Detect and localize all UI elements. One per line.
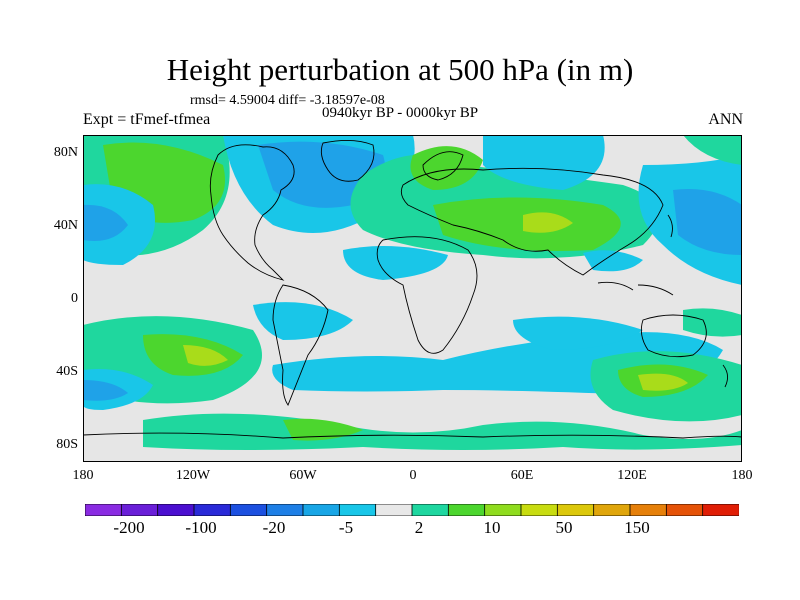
contour-north-pacific-east-core — [673, 189, 742, 255]
lon-label-120w: 120W — [175, 468, 211, 483]
colorbar-box — [193, 504, 232, 516]
lon-label-120e: 120E — [617, 468, 647, 483]
map-panel — [83, 135, 742, 462]
lon-label-180-west: 180 — [72, 468, 94, 483]
coastline-eurasia — [400, 167, 664, 276]
colorbar-box — [556, 504, 595, 516]
contour-southern-ocean-west-core — [83, 380, 128, 401]
lon-label-60e: 60E — [510, 468, 534, 483]
contour-north-pacific-west-core — [83, 204, 128, 241]
colorbar-label: 2 — [414, 518, 424, 537]
coastline-south-america — [272, 284, 329, 406]
colorbar-label: 10 — [483, 518, 501, 537]
lon-label-180-east: 180 — [731, 468, 753, 483]
coastline-africa — [376, 236, 478, 354]
contour-tropical-atlantic-negative — [343, 246, 448, 280]
contour-antarctic-core — [283, 418, 363, 441]
contour-south-pacific-peak — [183, 345, 228, 366]
contour-siberia-negative — [483, 135, 605, 190]
colorbar-box — [593, 504, 631, 516]
colorbar-box — [157, 504, 195, 516]
colorbar-box — [629, 504, 668, 516]
contour-scandinavia-positive — [410, 146, 483, 190]
lat-label-80s: 80S — [56, 437, 78, 452]
colorbar-label: -200 — [113, 518, 145, 537]
colorbar-box — [484, 504, 522, 516]
coastline-greenland — [320, 140, 375, 182]
colorbar-box — [266, 504, 304, 516]
coastline-japan — [667, 214, 673, 238]
contour-tropical-asia-negative — [583, 250, 643, 272]
rmsd-diff-label: rmsd= 4.59004 diff= -3.18597e-08 — [190, 93, 385, 108]
plot-title: Height perturbation at 500 hPa (in m) — [166, 52, 634, 87]
colorbar-box — [411, 504, 450, 516]
colorbar-box — [120, 504, 159, 516]
colorbar-label: -100 — [185, 518, 217, 537]
contour-south-indian-peak — [638, 373, 688, 391]
coastline-antarctica — [83, 432, 742, 439]
coastline-new-zealand — [722, 364, 728, 388]
lat-label-80n: 80N — [53, 145, 78, 160]
coastline-scandinavia — [422, 151, 464, 181]
colorbar-label: -5 — [338, 518, 354, 537]
lat-label-0: 0 — [71, 291, 78, 306]
map-frame — [83, 135, 742, 462]
experiment-label: Expt = tFmef-tfmea — [83, 111, 211, 128]
colorbar-box — [447, 504, 486, 516]
colorbar-label: 50 — [555, 518, 573, 537]
lat-label-40s: 40S — [56, 364, 78, 379]
coastlines — [83, 140, 742, 439]
colorbar-box — [702, 504, 739, 516]
period-label: 0940kyr BP - 0000kyr BP — [322, 105, 479, 121]
colorbar-label: -20 — [262, 518, 286, 537]
contour-arctic-east-positive — [683, 135, 742, 165]
colorbar-label: 150 — [624, 518, 650, 537]
coastline-australia — [640, 314, 707, 358]
colorbar-box — [520, 504, 559, 516]
colorbar-box — [229, 504, 268, 516]
colorbar-box — [302, 504, 341, 516]
colorbar — [85, 504, 739, 516]
lon-label-60w: 60W — [289, 468, 317, 483]
lon-label-0: 0 — [409, 468, 417, 483]
season-label: ANN — [708, 111, 743, 128]
contour-australia-positive — [683, 308, 742, 337]
coastline-indonesia — [597, 281, 674, 296]
contour-indian-ocean-negative — [513, 316, 643, 350]
colorbar-box — [665, 504, 704, 516]
contour-field — [83, 135, 742, 462]
colorbar-box — [375, 504, 413, 516]
contour-central-asia-peak — [523, 212, 573, 233]
colorbar-box — [338, 504, 377, 516]
lat-label-40n: 40N — [53, 218, 78, 233]
coastline-north-america — [209, 144, 295, 281]
colorbar-box — [85, 504, 123, 516]
